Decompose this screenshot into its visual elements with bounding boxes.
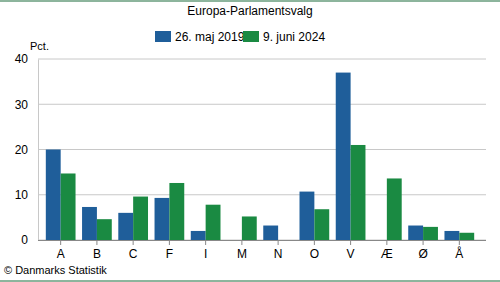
bar xyxy=(242,216,257,240)
x-tick-mark xyxy=(386,240,387,245)
x-tick-mark xyxy=(169,240,170,245)
y-tick-label: 40 xyxy=(15,52,29,66)
bar xyxy=(61,173,76,240)
x-tick-mark xyxy=(205,240,206,245)
x-tick-label: M xyxy=(237,247,247,261)
y-tick: 10 xyxy=(15,188,38,202)
x-tick-label: B xyxy=(93,247,101,261)
bar xyxy=(351,145,366,240)
legend-label: 9. juni 2024 xyxy=(263,30,325,44)
x-tick: O xyxy=(310,240,319,261)
x-tick-label: Æ xyxy=(381,247,393,261)
x-tick-label: N xyxy=(274,247,283,261)
bar xyxy=(314,209,329,240)
x-tick-mark xyxy=(60,240,61,245)
chart: Europa-Parlamentsvalg 26. maj 2019 9. juni… xyxy=(0,0,500,282)
grid-line xyxy=(38,59,486,60)
bar xyxy=(206,205,221,240)
bar xyxy=(387,178,402,240)
y-tick-label: 10 xyxy=(15,188,29,202)
x-tick: B xyxy=(93,240,101,261)
x-tick-label: A xyxy=(57,247,65,261)
bar xyxy=(300,192,315,240)
bar xyxy=(444,231,459,240)
x-tick: V xyxy=(347,240,355,261)
grid xyxy=(38,59,486,240)
y-axis-title: Pct. xyxy=(30,40,49,52)
x-tick-mark xyxy=(314,240,315,245)
bar xyxy=(191,231,206,240)
bar xyxy=(133,197,148,240)
x-tick-label: V xyxy=(347,247,355,261)
title: Europa-Parlamentsvalg xyxy=(187,4,312,18)
x-axis-line xyxy=(38,240,486,241)
y-tick: 0 xyxy=(21,233,38,247)
bars xyxy=(46,73,474,240)
x-tick-label: Ø xyxy=(418,247,427,261)
y-tick-label: 0 xyxy=(21,233,28,247)
y-tick: 20 xyxy=(15,143,38,157)
x-tick: I xyxy=(204,240,207,261)
bottom-rule xyxy=(0,281,500,282)
legend-swatch xyxy=(243,31,259,42)
x-tick: Æ xyxy=(381,240,393,261)
y-tick-label: 30 xyxy=(15,98,29,112)
grid-line xyxy=(38,149,486,150)
x-tick-mark xyxy=(278,240,279,245)
x-tick-mark xyxy=(423,240,424,245)
y-tick-label: 20 xyxy=(15,143,29,157)
x-tick: N xyxy=(274,240,283,261)
bar xyxy=(82,207,97,240)
x-tick: F xyxy=(166,240,173,261)
bar xyxy=(408,226,423,240)
x-tick: Å xyxy=(455,240,463,261)
bar xyxy=(263,226,278,240)
grid-line xyxy=(38,104,486,105)
x-tick-mark xyxy=(459,240,460,245)
legend-label: 26. maj 2019 xyxy=(175,30,245,44)
y-axis-line xyxy=(38,60,39,241)
bar xyxy=(118,213,133,240)
legend-swatch xyxy=(155,31,171,42)
x-tick-label: O xyxy=(310,247,319,261)
bar xyxy=(155,198,170,240)
bar xyxy=(97,219,112,240)
x-tick: Ø xyxy=(418,240,427,261)
x-tick: C xyxy=(129,240,138,261)
y-axis: 0 10 20 30 40 xyxy=(15,52,39,247)
y-tick: 30 xyxy=(15,98,38,112)
top-rule xyxy=(0,1,500,2)
legend-entry: 9. juni 2024 xyxy=(243,30,325,44)
x-tick-label: F xyxy=(166,247,173,261)
bar xyxy=(46,150,61,241)
bar xyxy=(423,227,438,240)
x-tick-mark xyxy=(350,240,351,245)
x-tick: M xyxy=(237,240,247,261)
y-tick: 40 xyxy=(15,52,38,66)
bar xyxy=(169,183,184,240)
x-axis: ABCFIMNOVÆØÅ xyxy=(38,240,486,261)
x-tick-mark xyxy=(241,240,242,245)
source: © Danmarks Statistik xyxy=(4,264,107,276)
x-tick-label: Å xyxy=(455,246,463,261)
x-tick-mark xyxy=(133,240,134,245)
bar xyxy=(459,233,474,240)
bar xyxy=(336,73,351,240)
x-tick-label: C xyxy=(129,247,138,261)
x-tick-label: I xyxy=(204,247,207,261)
grid-line xyxy=(38,194,486,195)
legend-entry: 26. maj 2019 xyxy=(155,30,245,44)
x-tick-mark xyxy=(96,240,97,245)
x-tick: A xyxy=(57,240,65,261)
